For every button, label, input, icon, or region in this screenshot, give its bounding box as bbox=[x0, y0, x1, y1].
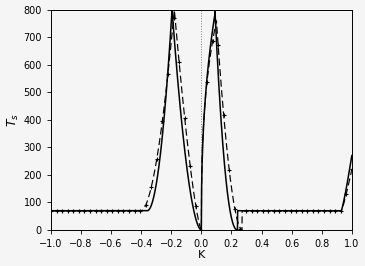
X-axis label: K: K bbox=[198, 251, 205, 260]
Y-axis label: $T_s$: $T_s$ bbox=[5, 113, 21, 127]
